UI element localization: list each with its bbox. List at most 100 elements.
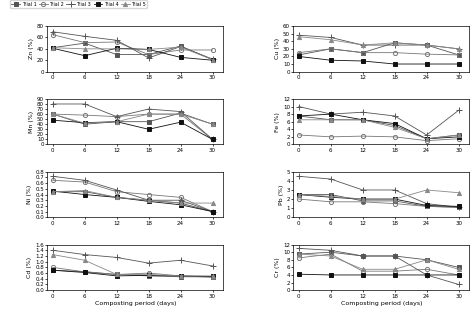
Trial 5 (50, 190, 55, 194)
Trial 2 (114, 115, 119, 119)
Line: Trial 1: Trial 1 (51, 268, 215, 279)
Trial 4 (328, 112, 334, 116)
Line: Trial 4: Trial 4 (297, 192, 461, 208)
Trial 2 (328, 47, 334, 51)
Trial 4 (82, 193, 88, 197)
Trial 1 (146, 198, 152, 202)
Trial 2 (328, 135, 334, 139)
Line: Trial 3: Trial 3 (49, 28, 216, 63)
Line: Trial 4: Trial 4 (297, 272, 461, 277)
Trial 3 (50, 174, 55, 178)
X-axis label: Composting period (days): Composting period (days) (341, 302, 422, 306)
Trial 2 (296, 197, 301, 201)
Trial 2 (146, 112, 152, 116)
Trial 1 (296, 252, 301, 256)
Trial 3 (392, 188, 398, 192)
Trial 3 (210, 264, 215, 268)
Trial 5 (360, 197, 365, 201)
Trial 4 (392, 122, 398, 126)
Trial 3 (178, 198, 183, 202)
Trial 1 (392, 41, 398, 45)
Line: Trial 1: Trial 1 (297, 250, 461, 270)
Trial 3 (456, 108, 462, 112)
Trial 1 (328, 118, 334, 122)
Trial 2 (82, 113, 88, 117)
Trial 1 (146, 52, 152, 56)
Y-axis label: Mn (%): Mn (%) (29, 111, 34, 133)
Trial 5 (392, 126, 398, 129)
Trial 4 (360, 118, 365, 122)
Line: Trial 5: Trial 5 (297, 252, 461, 271)
Trial 2 (210, 210, 215, 214)
Trial 3 (146, 198, 152, 202)
Trial 1 (50, 46, 55, 50)
Trial 1 (328, 47, 334, 51)
Trial 3 (210, 57, 215, 61)
Trial 1 (114, 273, 119, 276)
Trial 5 (328, 118, 334, 122)
Trial 4 (146, 200, 152, 203)
Trial 5 (424, 137, 429, 141)
Trial 1 (456, 53, 462, 57)
Trial 4 (296, 272, 301, 276)
Trial 5 (82, 258, 88, 262)
Line: Trial 1: Trial 1 (51, 41, 215, 62)
Trial 5 (50, 253, 55, 257)
Trial 2 (456, 137, 462, 141)
X-axis label: Composting period (days): Composting period (days) (94, 302, 176, 306)
Trial 2 (360, 51, 365, 54)
Trial 3 (146, 56, 152, 60)
Y-axis label: Ni (%): Ni (%) (27, 185, 32, 204)
Trial 1 (114, 120, 119, 124)
Trial 1 (114, 195, 119, 199)
Line: Trial 5: Trial 5 (51, 112, 215, 126)
Trial 1 (178, 111, 183, 115)
Trial 5 (50, 46, 55, 50)
Trial 5 (82, 189, 88, 193)
Trial 4 (296, 193, 301, 197)
Trial 1 (210, 122, 215, 126)
Trial 2 (424, 267, 429, 271)
Trial 4 (360, 273, 365, 277)
Trial 4 (296, 114, 301, 118)
Trial 2 (424, 139, 429, 142)
Trial 4 (328, 273, 334, 277)
Line: Trial 5: Trial 5 (51, 253, 215, 278)
Trial 3 (360, 254, 365, 258)
Trial 2 (50, 265, 55, 269)
Trial 5 (328, 38, 334, 42)
Line: Trial 5: Trial 5 (297, 188, 461, 201)
Trial 3 (146, 107, 152, 111)
Trial 1 (424, 137, 429, 141)
Trial 2 (210, 275, 215, 279)
Line: Trial 4: Trial 4 (51, 268, 215, 278)
Y-axis label: Pb (%): Pb (%) (279, 184, 284, 205)
Trial 5 (114, 195, 119, 199)
Y-axis label: Cu (%): Cu (%) (275, 38, 280, 59)
Trial 4 (296, 54, 301, 58)
Trial 2 (296, 133, 301, 137)
Trial 1 (424, 204, 429, 208)
Trial 3 (114, 38, 119, 42)
Trial 4 (456, 204, 462, 208)
Trial 5 (82, 121, 88, 125)
Line: Trial 2: Trial 2 (297, 133, 461, 143)
Trial 3 (82, 34, 88, 38)
Line: Trial 1: Trial 1 (51, 111, 215, 126)
Trial 4 (50, 189, 55, 193)
Trial 5 (424, 43, 429, 47)
Line: Trial 4: Trial 4 (51, 189, 215, 214)
Trial 2 (328, 252, 334, 256)
Trial 3 (82, 102, 88, 106)
Trial 2 (392, 135, 398, 139)
Trial 4 (114, 46, 119, 50)
Line: Trial 3: Trial 3 (295, 173, 462, 211)
Trial 4 (328, 58, 334, 62)
Trial 3 (296, 246, 301, 250)
Line: Trial 5: Trial 5 (51, 45, 215, 62)
Trial 5 (296, 35, 301, 39)
Trial 5 (210, 201, 215, 205)
Trial 1 (178, 44, 183, 48)
Trial 1 (392, 254, 398, 258)
Trial 2 (114, 273, 119, 276)
